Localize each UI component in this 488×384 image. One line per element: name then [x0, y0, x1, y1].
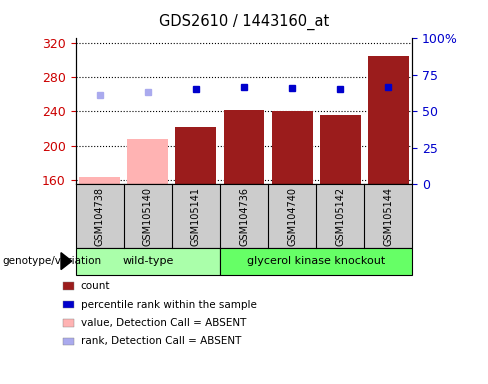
Text: genotype/variation: genotype/variation [2, 256, 102, 266]
Text: percentile rank within the sample: percentile rank within the sample [81, 300, 256, 310]
Text: GDS2610 / 1443160_at: GDS2610 / 1443160_at [159, 13, 329, 30]
Text: wild-type: wild-type [122, 256, 173, 266]
Bar [79, 177, 120, 184]
Bar [127, 139, 168, 184]
Text: GSM105141: GSM105141 [191, 187, 201, 245]
Bar [224, 110, 264, 184]
Text: GSM104740: GSM104740 [287, 187, 297, 245]
Text: GSM104738: GSM104738 [95, 187, 105, 245]
Text: value, Detection Call = ABSENT: value, Detection Call = ABSENT [81, 318, 246, 328]
Text: GSM105144: GSM105144 [383, 187, 393, 245]
Text: rank, Detection Call = ABSENT: rank, Detection Call = ABSENT [81, 336, 241, 346]
Bar [320, 115, 361, 184]
Bar [272, 111, 312, 184]
Bar [368, 56, 409, 184]
Text: count: count [81, 281, 110, 291]
Bar [176, 127, 216, 184]
Text: GSM104736: GSM104736 [239, 187, 249, 245]
Text: glycerol kinase knockout: glycerol kinase knockout [247, 256, 386, 266]
Text: GSM105140: GSM105140 [143, 187, 153, 245]
Text: GSM105142: GSM105142 [335, 187, 345, 245]
